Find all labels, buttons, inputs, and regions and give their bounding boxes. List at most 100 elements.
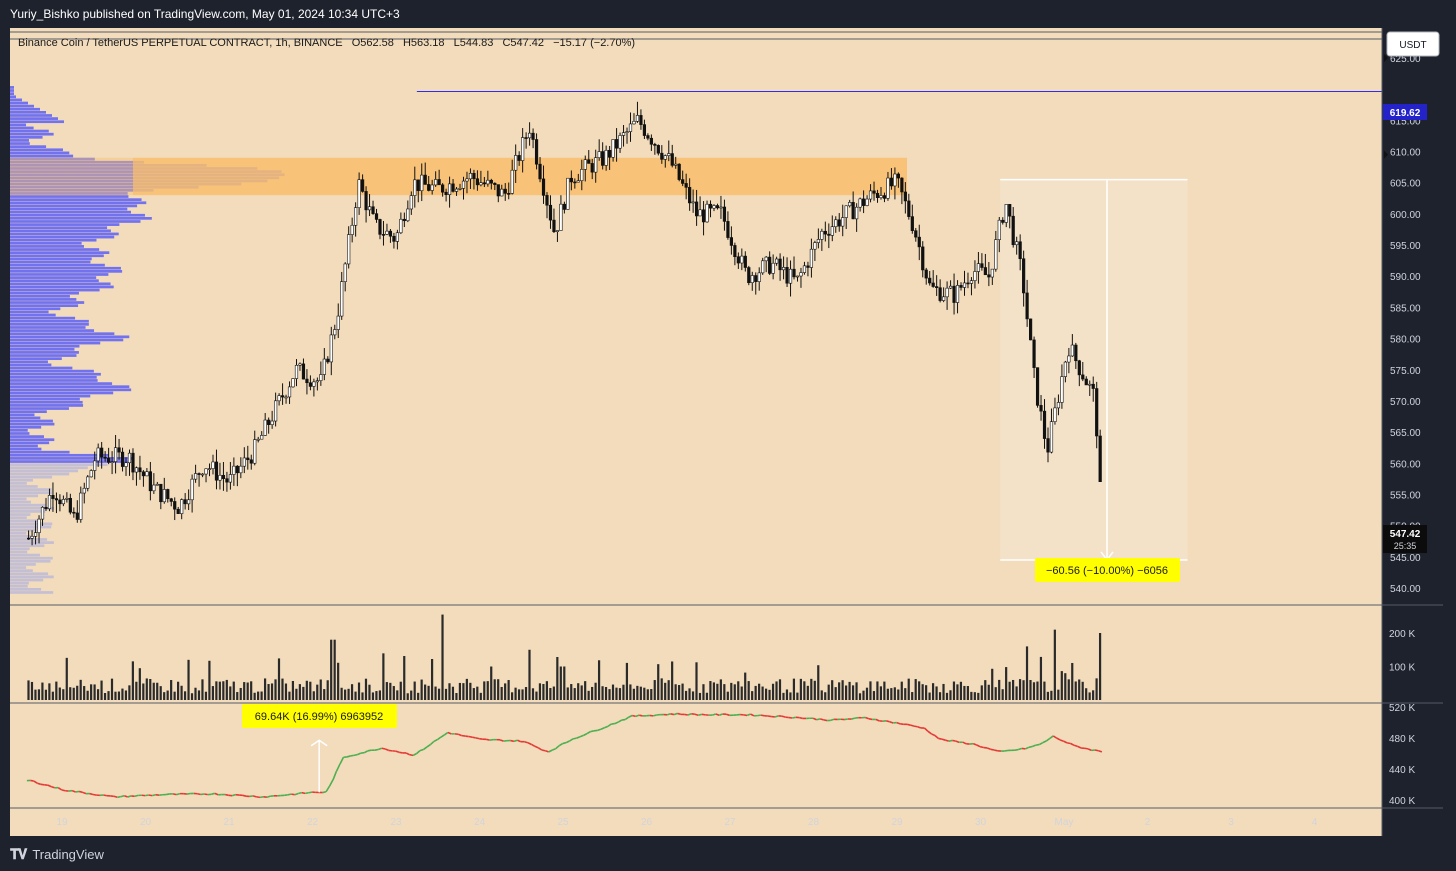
- candle-body: [618, 135, 622, 149]
- candle-body: [1074, 344, 1078, 362]
- candle-body: [514, 155, 518, 171]
- measure-callout[interactable]: −60.56 (−10.00%) −6056: [1035, 558, 1180, 582]
- volume-profile-row: [10, 588, 42, 591]
- volume-bar: [316, 684, 319, 700]
- candle-body: [1025, 292, 1029, 320]
- volume-bar: [872, 691, 876, 700]
- legend-high: H563.18: [403, 37, 445, 49]
- candle-body: [82, 487, 86, 494]
- volume-profile-row: [10, 241, 82, 245]
- volume-profile-row: [10, 129, 49, 133]
- candle-body: [260, 435, 264, 440]
- obv-segment: [558, 742, 564, 747]
- obv-segment: [941, 738, 946, 741]
- obv-segment: [694, 713, 699, 717]
- candle-body: [809, 248, 814, 268]
- candle-body: [159, 483, 163, 503]
- volume-bar: [538, 683, 542, 700]
- candle-body: [799, 272, 803, 277]
- time-tick-label: 29: [891, 817, 903, 828]
- chart-canvas[interactable]: 540.00545.00550.00555.00560.00565.00570.…: [10, 28, 1443, 836]
- volume-bar: [528, 649, 531, 700]
- volume-bar: [789, 692, 792, 700]
- time-tick-label: 23: [390, 817, 402, 828]
- volume-bar: [204, 691, 208, 700]
- volume-bar: [531, 688, 535, 700]
- publish-info: Yuriy_Bishko published on TradingView.co…: [10, 7, 400, 21]
- volume-bar: [483, 681, 486, 700]
- volume-profile-row: [10, 435, 44, 438]
- volume-profile-row: [10, 432, 30, 435]
- volume-bar: [674, 684, 677, 700]
- candle-body: [830, 226, 834, 236]
- obv-measure-callout[interactable]: 69.64K (16.99%) 6963952: [242, 704, 397, 728]
- candle-body: [371, 206, 375, 214]
- currency-button-box[interactable]: [1386, 31, 1440, 57]
- volume-bar: [507, 680, 510, 700]
- obv-segment: [346, 755, 351, 758]
- price-tick-label: 590.00: [1390, 272, 1421, 283]
- candle-body: [656, 145, 660, 154]
- obv-segment: [913, 725, 918, 728]
- volume-profile-row: [10, 528, 37, 532]
- candle-body: [315, 380, 319, 383]
- volume-bar: [925, 685, 928, 700]
- tradingview-brand[interactable]: 𝐓𝐕 TradingView: [10, 846, 104, 863]
- candle-body: [86, 476, 90, 489]
- candle-body: [886, 177, 890, 199]
- volume-bar: [389, 682, 392, 700]
- obv-segment: [572, 737, 577, 740]
- chart-frame[interactable]: 540.00545.00550.00555.00560.00565.00570.…: [10, 28, 1443, 836]
- last-price-box: [1383, 525, 1427, 553]
- volume-bar: [914, 679, 917, 700]
- volume-bar: [1060, 671, 1063, 700]
- candle-body: [472, 172, 476, 180]
- candle-body: [545, 195, 549, 206]
- obv-segment: [412, 752, 417, 757]
- volume-bar: [705, 692, 709, 700]
- volume-bar: [719, 679, 722, 700]
- candle-body: [124, 462, 128, 467]
- candle-body: [378, 219, 382, 235]
- volume-bar: [222, 681, 225, 700]
- volume-bar: [455, 693, 458, 700]
- candle-body: [698, 209, 702, 217]
- obv-segment: [886, 720, 890, 723]
- candle-body: [914, 230, 918, 238]
- candle-body: [952, 285, 956, 303]
- candle-body: [103, 456, 107, 459]
- volume-bar: [344, 689, 347, 700]
- volume-profile-row: [10, 114, 52, 117]
- volume-profile-row: [10, 478, 33, 482]
- volume-bar: [187, 659, 190, 700]
- volume-bar: [462, 683, 465, 700]
- volume-profile-row: [10, 475, 53, 479]
- candle-body: [148, 471, 152, 492]
- supply-zone-extension: [10, 157, 133, 196]
- currency-button-label[interactable]: USDT: [1399, 40, 1426, 51]
- currency-button[interactable]: USDT: [1386, 31, 1440, 57]
- measure-tool[interactable]: [1000, 178, 1188, 562]
- obv-segment: [405, 752, 410, 756]
- volume-bar: [284, 683, 288, 700]
- volume-bar: [149, 679, 152, 700]
- volume-profile-row: [10, 160, 144, 164]
- obv-segment: [419, 748, 424, 752]
- volume-bar: [803, 681, 806, 700]
- candle-body: [381, 234, 386, 236]
- volume-profile-row: [10, 220, 141, 223]
- obv-callout-box: [242, 704, 397, 728]
- volume-profile-row: [10, 563, 36, 566]
- candle-body: [242, 457, 246, 467]
- volume-bar: [584, 681, 587, 700]
- volume-profile-row: [10, 248, 100, 251]
- volume-profile-row: [10, 344, 80, 348]
- volume-bar: [30, 681, 34, 700]
- volume-bar: [41, 682, 44, 700]
- candle-body: [663, 155, 667, 160]
- candle-body: [813, 242, 817, 250]
- candle-body: [531, 132, 535, 140]
- volume-profile-row: [10, 104, 34, 108]
- candle-body: [100, 447, 104, 458]
- obv-segment: [865, 716, 870, 720]
